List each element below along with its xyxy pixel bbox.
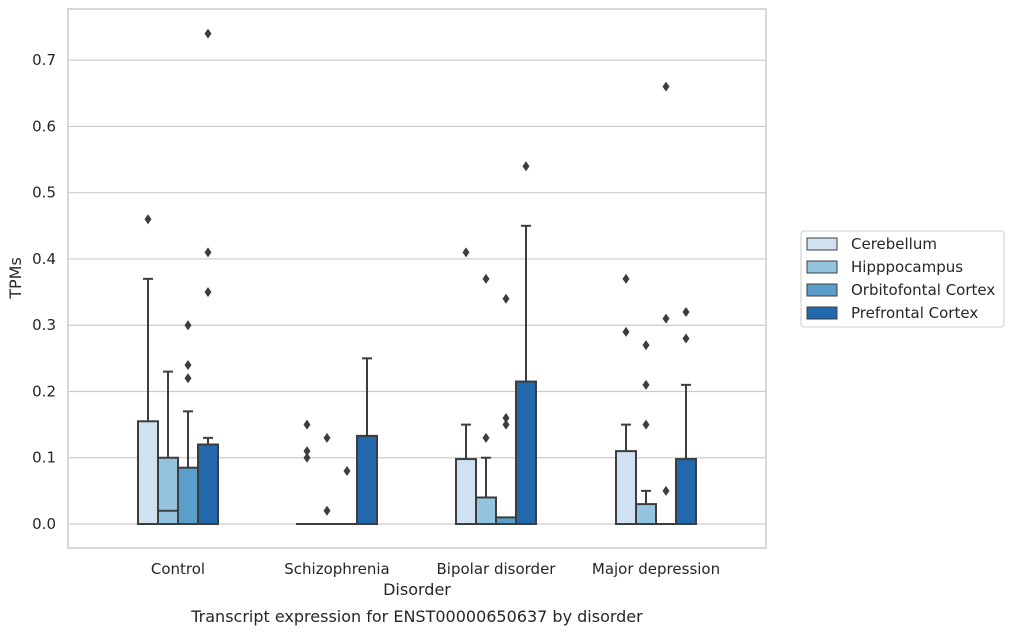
outlier-point xyxy=(303,419,311,430)
outlier-point xyxy=(184,373,192,384)
box xyxy=(615,450,637,526)
legend-swatch xyxy=(806,260,838,274)
box xyxy=(515,380,537,525)
outlier-point xyxy=(662,313,670,324)
y-axis-label: TPMs xyxy=(6,257,25,300)
x-tick-label: Schizophrenia xyxy=(284,560,389,578)
legend-swatch xyxy=(806,237,838,251)
outlier-point xyxy=(204,247,212,258)
series-cerebellum xyxy=(137,214,637,526)
legend-label: Prefrontal Cortex xyxy=(851,304,978,322)
y-tick-label: 0.3 xyxy=(32,316,56,334)
outlier-point xyxy=(682,333,690,344)
box xyxy=(177,466,199,525)
outlier-point xyxy=(462,247,470,258)
outlier-point xyxy=(522,161,530,172)
legend-frame xyxy=(800,230,1005,328)
box xyxy=(675,458,697,525)
box xyxy=(157,456,179,525)
y-tick-label: 0.0 xyxy=(32,515,56,533)
legend-label: Orbitofontal Cortex xyxy=(851,281,995,299)
outlier-point xyxy=(642,340,650,351)
y-tick-label: 0.5 xyxy=(32,184,56,202)
box xyxy=(455,458,477,525)
outlier-point xyxy=(204,287,212,298)
outlier-point xyxy=(204,28,212,39)
y-tick-label: 0.6 xyxy=(32,117,56,135)
series-hipppocampus xyxy=(157,273,657,526)
outlier-point xyxy=(184,320,192,331)
y-tick-label: 0.2 xyxy=(32,382,56,400)
x-axis-label: Disorder xyxy=(383,580,451,599)
x-tick-label: Bipolar disorder xyxy=(437,560,557,578)
legend-swatch xyxy=(806,306,838,320)
box xyxy=(356,434,378,526)
series-prefrontal-cortex xyxy=(197,28,697,526)
outlier-point xyxy=(482,432,490,443)
outlier-point xyxy=(323,505,331,516)
x-tick-label: Control xyxy=(151,560,205,578)
y-tick-label: 0.7 xyxy=(32,51,56,69)
outlier-point xyxy=(303,446,311,457)
legend-label: Cerebellum xyxy=(851,235,937,253)
box-series xyxy=(137,28,697,526)
outlier-point xyxy=(144,214,152,225)
outlier-point xyxy=(662,485,670,496)
outlier-point xyxy=(343,465,351,476)
outlier-point xyxy=(502,412,510,423)
box xyxy=(197,443,219,526)
outlier-point xyxy=(482,273,490,284)
series-orbitofontal-cortex xyxy=(177,81,677,526)
chart-title: Transcript expression for ENST0000065063… xyxy=(190,607,643,626)
box xyxy=(137,420,159,525)
legend: Cerebellum Hipppocampus Orbitofontal Corte… xyxy=(800,230,1005,328)
outlier-point xyxy=(622,326,630,337)
outlier-point xyxy=(682,306,690,317)
x-tick-labels: Control Schizophrenia Bipolar disorder Majo… xyxy=(151,560,720,578)
outlier-point xyxy=(642,379,650,390)
x-tick-label: Major depression xyxy=(592,560,720,578)
outlier-point xyxy=(323,432,331,443)
box xyxy=(475,496,497,526)
y-tick-label: 0.1 xyxy=(32,449,56,467)
y-tick-label: 0.4 xyxy=(32,250,56,268)
outlier-point xyxy=(642,419,650,430)
outlier-point xyxy=(303,452,311,463)
box xyxy=(635,503,657,526)
outlier-point xyxy=(662,81,670,92)
y-tick-labels: 0.0 0.1 0.2 0.3 0.4 0.5 0.6 0.7 xyxy=(32,51,56,533)
outlier-point xyxy=(502,419,510,430)
outlier-point xyxy=(502,293,510,304)
legend-swatch xyxy=(806,283,838,297)
outlier-point xyxy=(184,359,192,370)
outlier-point xyxy=(622,273,630,284)
legend-label: Hipppocampus xyxy=(851,258,963,276)
